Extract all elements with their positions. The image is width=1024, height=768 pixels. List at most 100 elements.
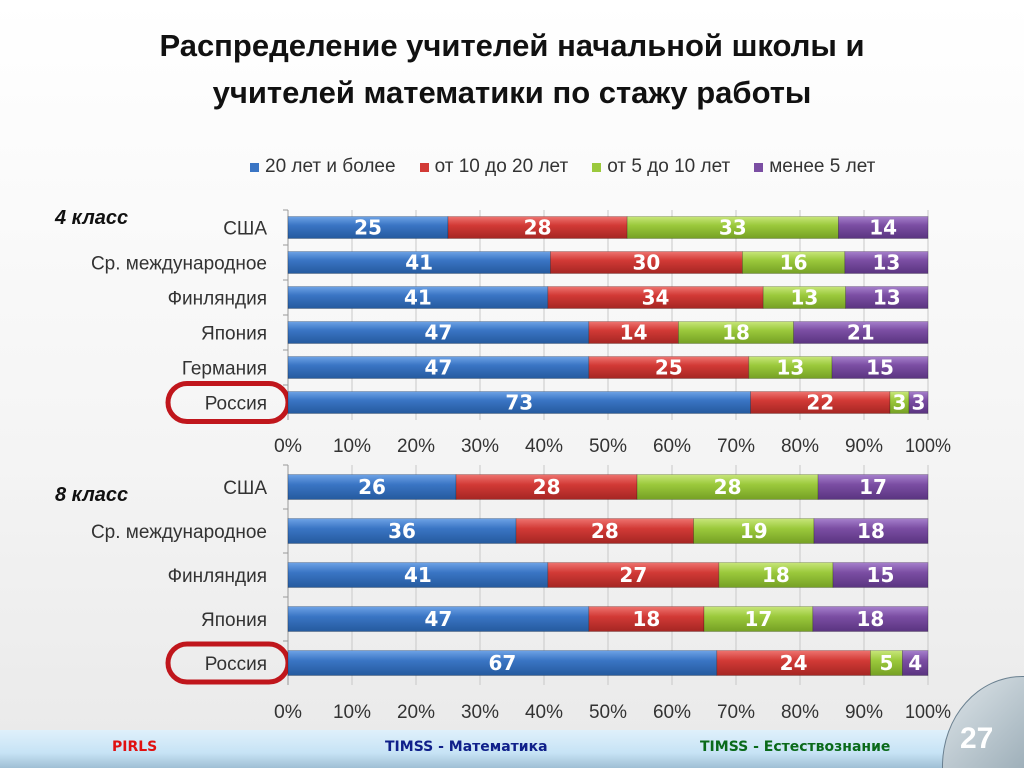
data-label: 17 [859,475,887,499]
legend-label: от 10 до 20 лет [434,156,569,177]
legend-swatch [250,162,259,172]
footer-timss-math-link[interactable]: TIMSS - Математика [385,739,548,755]
bar-segment [817,474,929,500]
page-number: 27 [960,722,994,755]
category-label: Германия [182,359,267,380]
bar-segment [287,562,549,588]
title-line-2: учителей математики по стажу работы [212,75,812,110]
bar-segment [812,606,929,632]
x-tick-label: 30% [461,702,499,723]
legend-item-10-20: от 10 до 20 лет [419,156,569,178]
category-label: Россия [205,394,267,415]
legend-item-20-plus: 20 лет и более [250,156,396,178]
bar-segment [813,518,929,544]
data-label: 18 [762,563,790,587]
category-label: США [223,478,267,499]
footer-pirls-link[interactable]: PIRLS [112,739,158,755]
x-tick-label: 60% [653,436,691,457]
data-label: 21 [847,321,875,345]
data-label: 47 [424,356,452,380]
bar-segment [832,562,929,588]
bar-segment [703,606,814,632]
data-label: 28 [591,519,619,543]
footer-timss-science-link[interactable]: TIMSS - Естествознание [700,739,891,755]
bar-segment [455,474,638,500]
legend-item-under-5: менее 5 лет [754,156,875,178]
data-label: 4 [908,651,922,675]
data-label: 28 [714,475,742,499]
x-tick-label: 10% [333,702,371,723]
data-label: 18 [722,321,750,345]
x-tick-label: 90% [845,436,883,457]
data-label: 36 [388,519,416,543]
data-label: 13 [872,251,900,275]
title-line-1: Распределение учителей начальной школы и [159,28,865,63]
legend-label: менее 5 лет [769,156,876,177]
data-label: 73 [505,391,533,415]
bar-segment [902,650,929,676]
bar-segment [845,286,929,309]
data-label: 67 [488,651,516,675]
bar-segment [636,474,819,500]
category-label: Финляндия [168,566,267,587]
x-tick-label: 20% [397,702,435,723]
category-label: Россия [205,654,267,675]
legend-label: от 5 до 10 лет [607,156,731,177]
data-label: 3 [893,391,907,415]
x-tick-label: 30% [461,436,499,457]
bar-segment [831,356,929,379]
data-label: 13 [791,286,819,310]
chart-grade-0: 0% 10% 20% 30% 40% 50% 60% 70% 80% 90% 100% США 25 28… [91,209,951,457]
data-label: 28 [533,475,561,499]
data-label: 3 [912,391,926,415]
data-label: 15 [866,356,894,380]
category-label: Япония [201,610,267,631]
bar-segment [693,518,815,544]
data-label: 13 [873,286,901,310]
x-tick-label: 0% [274,436,302,457]
x-tick-label: 40% [525,702,563,723]
legend-swatch [754,162,764,172]
bar-segment [588,321,679,344]
data-label: 18 [632,607,660,631]
data-label: 47 [424,321,452,345]
slide-title: Распределение учителей начальной школы и… [0,22,1024,116]
grade-8-label: 8 класс [55,484,129,506]
chart-grade-1: 0% 10% 20% 30% 40% 50% 60% 70% 80% 90% 100% США 26 28… [91,464,951,723]
data-label: 18 [857,519,885,543]
category-label: Финляндия [168,289,267,310]
data-label: 24 [780,651,808,675]
data-label: 17 [744,607,772,631]
bar-segment [716,650,871,676]
bar-segment [547,562,720,588]
legend-swatch [592,162,602,172]
data-label: 5 [879,651,893,675]
data-label: 13 [776,356,804,380]
data-label: 30 [632,251,660,275]
bar-segment [908,391,929,414]
bar-segment [287,518,517,544]
data-label: 22 [806,391,834,415]
x-tick-label: 100% [905,702,951,723]
legend-swatch [419,162,429,172]
x-tick-label: 40% [525,436,563,457]
bar-segment [838,216,929,239]
x-tick-label: 70% [717,436,755,457]
bar-segment [793,321,929,344]
data-label: 27 [619,563,647,587]
data-label: 18 [856,607,884,631]
x-tick-label: 10% [333,436,371,457]
data-label: 41 [404,286,432,310]
data-label: 33 [719,216,747,240]
category-label: Ср. международное [91,522,267,543]
x-tick-label: 50% [589,702,627,723]
data-label: 25 [655,356,683,380]
data-label: 14 [620,321,648,345]
x-tick-label: 20% [397,436,435,457]
x-tick-label: 60% [653,702,691,723]
x-tick-label: 80% [781,702,819,723]
data-label: 41 [405,251,433,275]
category-label: Ср. международное [91,254,267,275]
x-tick-label: 50% [589,436,627,457]
